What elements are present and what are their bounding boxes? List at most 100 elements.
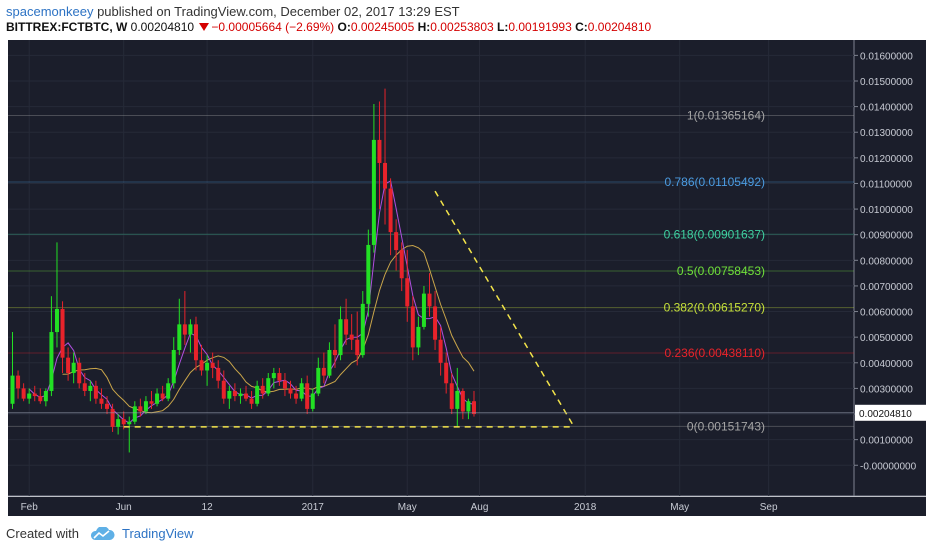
footer: Created with TradingView (6, 526, 194, 543)
tradingview-link[interactable]: TradingView (122, 526, 194, 541)
candle-body (433, 306, 438, 340)
time-tick-label: May (398, 502, 417, 513)
candle-body (182, 324, 187, 335)
candle-body (266, 378, 271, 394)
time-tick-label: Jun (116, 502, 132, 513)
trendline (434, 190, 575, 428)
price-tick-label: 0.01400000 (860, 103, 913, 114)
candle-body (271, 373, 276, 379)
candle-body (216, 367, 221, 381)
author-link[interactable]: spacemonkeey (6, 4, 94, 19)
time-scale-background (8, 497, 926, 516)
time-tick-label: 2017 (302, 502, 325, 513)
candle-body (127, 421, 132, 425)
candle-body (171, 349, 176, 384)
time-tick-label: Sep (760, 502, 778, 513)
candle-body (460, 390, 465, 412)
candle-body (344, 319, 349, 335)
candle-body (205, 362, 210, 371)
tradingview-cloud-icon (90, 526, 115, 540)
price-tick-label: 0.00100000 (860, 436, 913, 447)
candle-body (466, 401, 471, 412)
candle-body (321, 367, 326, 376)
candle-body (105, 403, 110, 409)
candle-body (327, 349, 332, 376)
current-price-box (855, 404, 926, 421)
candle-body (77, 362, 82, 384)
low-value: 0.00191993 (508, 20, 572, 34)
last-price: 0.00204810 (130, 20, 195, 34)
fib-level-label: 0.618(0.00901637) (664, 227, 765, 241)
created-with-text: Created with (6, 526, 79, 541)
price-tick-label: 0.01600000 (860, 51, 913, 62)
price-tick-label: 0.00600000 (860, 308, 913, 319)
current-price-marker: 0.00204810 (8, 404, 926, 421)
candle-body (288, 388, 293, 394)
candle-body (394, 232, 399, 251)
candle-body (282, 380, 287, 389)
price-tick-label: 0.00400000 (860, 359, 913, 370)
price-tick-label: 0.01200000 (860, 154, 913, 165)
price-chart[interactable]: 0.01600000 0.01500000 0.01400000 0.01300000… (0, 40, 932, 516)
candle-body (155, 393, 160, 404)
fib-level-label: 0.236(0.00438110) (664, 346, 765, 360)
candle-body (338, 319, 343, 356)
candle-body (166, 383, 171, 399)
candle-body (10, 375, 15, 404)
time-tick-label: 12 (202, 502, 214, 513)
candle-body (421, 293, 426, 327)
candle-body (244, 393, 249, 399)
candle-body (66, 357, 71, 374)
price-tick-label: 0.00900000 (860, 231, 913, 242)
candle-body (143, 401, 148, 412)
candle-body (27, 393, 32, 399)
candle-body (149, 401, 154, 404)
fibonacci-levels[interactable]: 1(0.01365164) 0.786(0.01105492) 0.618(0.00… (8, 109, 854, 434)
candle-body (71, 362, 76, 374)
candle-body (38, 396, 43, 402)
candle-body (310, 393, 315, 409)
time-axis: Feb Jun 12 2017 May Aug 2018 May Sep (21, 502, 778, 513)
candle-body (49, 332, 54, 391)
candle-body (116, 419, 121, 427)
candle-body (238, 393, 243, 397)
candle-body (221, 380, 226, 399)
candle-body (377, 139, 382, 163)
ohlc-bar: BITTREX:FCTBTC, W 0.00204810 −0.00005664… (6, 20, 651, 34)
candle-body (210, 362, 215, 368)
price-change: −0.00005664 (−2.69%) (211, 20, 335, 34)
candle-body (160, 393, 165, 399)
candle-body (249, 398, 254, 404)
time-tick-label: 2018 (574, 502, 597, 513)
candle-body (316, 367, 321, 394)
candle-body (60, 308, 65, 358)
candle-body (138, 406, 143, 412)
price-tick-label: 0.00300000 (860, 384, 913, 395)
trendlines[interactable] (123, 190, 575, 428)
candle-body (405, 278, 410, 307)
time-tick-label: Aug (471, 502, 489, 513)
candle-body (366, 244, 371, 304)
candlesticks (10, 88, 476, 453)
fib-level-label: 0.382(0.00615270) (664, 301, 765, 315)
fib-level-label: 1(0.01365164) (687, 109, 765, 123)
candle-body (32, 393, 37, 397)
down-arrow-icon (199, 23, 210, 31)
price-tick-label: 0.00700000 (860, 282, 913, 293)
close-value: 0.00204810 (587, 20, 652, 34)
time-tick-label: Feb (21, 502, 39, 513)
candle-body (227, 390, 232, 399)
candle-body (188, 324, 193, 335)
candle-body (416, 326, 421, 348)
candle-body (388, 188, 393, 233)
candle-body (294, 393, 299, 399)
candle-body (93, 385, 98, 399)
fib-level-label: 0.5(0.00758453) (677, 264, 765, 278)
candle-body (132, 406, 137, 422)
candle-body (455, 390, 460, 409)
publish-info: spacemonkeey published on TradingView.co… (6, 4, 460, 19)
symbol-label: BITTREX:FCTBTC, W (6, 20, 128, 34)
candle-body (193, 324, 198, 361)
open-label: O: (337, 20, 351, 34)
price-tick-label: 0.00800000 (860, 256, 913, 267)
